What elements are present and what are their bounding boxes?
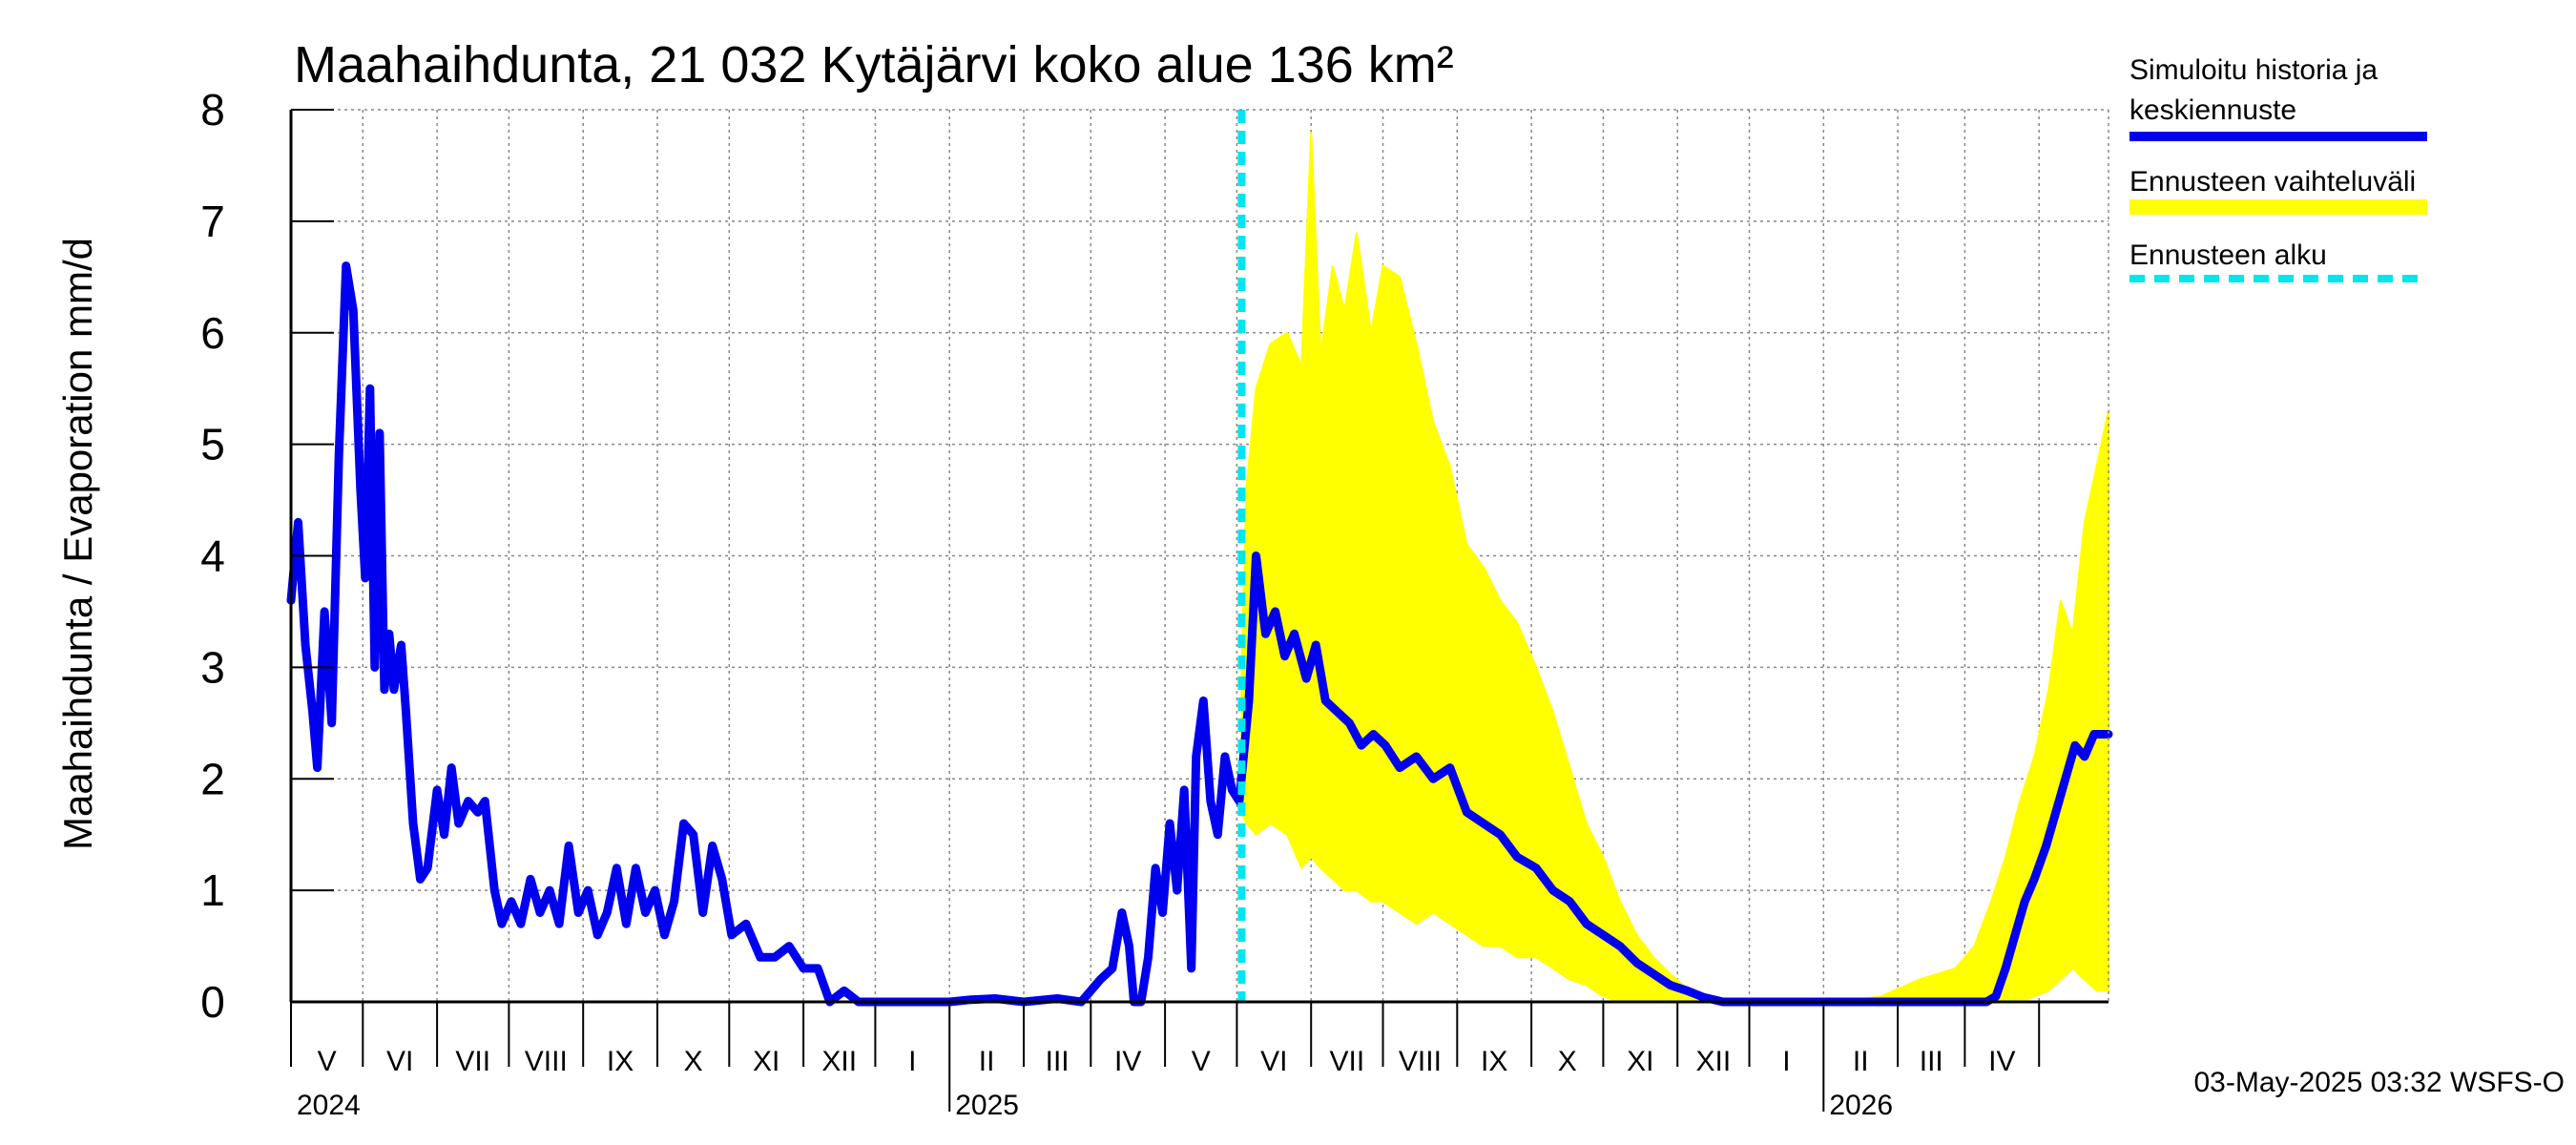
x-month-label: III bbox=[1920, 1046, 1943, 1077]
x-month-label: II bbox=[979, 1046, 995, 1077]
x-month-label: X bbox=[684, 1046, 703, 1077]
x-year-label: 2024 bbox=[297, 1090, 361, 1121]
x-month-label: X bbox=[1558, 1046, 1577, 1077]
x-month-label: VIII bbox=[525, 1046, 568, 1077]
legend-history-label-1: Simuloitu historia ja bbox=[2129, 54, 2378, 86]
x-month-label: V bbox=[1192, 1046, 1211, 1077]
x-month-label: IX bbox=[607, 1046, 634, 1077]
y-tick-label: 7 bbox=[200, 197, 225, 246]
x-month-label: XII bbox=[1696, 1046, 1732, 1077]
y-tick-label: 3 bbox=[200, 642, 225, 692]
x-month-label: XII bbox=[821, 1046, 857, 1077]
legend: Simuloitu historia ja keskiennuste Ennus… bbox=[2129, 54, 2427, 282]
legend-start-label: Ennusteen alku bbox=[2129, 239, 2327, 271]
footer-timestamp: 03-May-2025 03:32 WSFS-O bbox=[2194, 1067, 2566, 1098]
x-month-label: VII bbox=[455, 1046, 490, 1077]
history-line bbox=[286, 261, 2113, 1007]
x-month-label: V bbox=[318, 1046, 337, 1077]
x-month-label: VI bbox=[1260, 1046, 1287, 1077]
y-axis-label: Maahaihdunta / Evaporation mm/d bbox=[55, 238, 100, 850]
y-tick-label: 6 bbox=[200, 308, 225, 358]
chart-title: Maahaihdunta, 21 032 Kytäjärvi koko alue… bbox=[294, 36, 1454, 94]
x-month-label: II bbox=[1853, 1046, 1869, 1077]
x-month-label: XI bbox=[1627, 1046, 1653, 1077]
x-year-label: 2026 bbox=[1829, 1090, 1893, 1121]
x-month-label: I bbox=[908, 1046, 916, 1077]
y-tick-label: 1 bbox=[200, 865, 225, 915]
y-tick-label: 5 bbox=[200, 420, 225, 469]
x-month-label: III bbox=[1046, 1046, 1070, 1077]
x-month-label: VII bbox=[1330, 1046, 1365, 1077]
x-year-label: 2025 bbox=[955, 1090, 1019, 1121]
x-month-label: VIII bbox=[1399, 1046, 1442, 1077]
x-month-label: XI bbox=[753, 1046, 779, 1077]
x-month-label: VI bbox=[386, 1046, 413, 1077]
x-axis: V VI VII VIII IX X XI XII I II III IV V VI VII VIII IX X X… bbox=[290, 1002, 2041, 1121]
x-month-label: I bbox=[1782, 1046, 1790, 1077]
history-series bbox=[286, 261, 2113, 1007]
y-tick-label: 2 bbox=[200, 754, 225, 803]
x-month-label: IV bbox=[1114, 1046, 1141, 1077]
y-tick-label: 8 bbox=[200, 85, 225, 135]
y-tick-labels: 0 1 2 3 4 5 6 7 8 bbox=[200, 85, 334, 1027]
y-tick-label: 0 bbox=[200, 977, 225, 1027]
x-month-label: IV bbox=[1988, 1046, 2015, 1077]
y-tick-label: 4 bbox=[200, 531, 225, 581]
legend-range-label: Ennusteen vaihteluväli bbox=[2129, 166, 2416, 198]
legend-history-label-2: keskiennuste bbox=[2129, 94, 2296, 126]
x-month-label: IX bbox=[1481, 1046, 1507, 1077]
